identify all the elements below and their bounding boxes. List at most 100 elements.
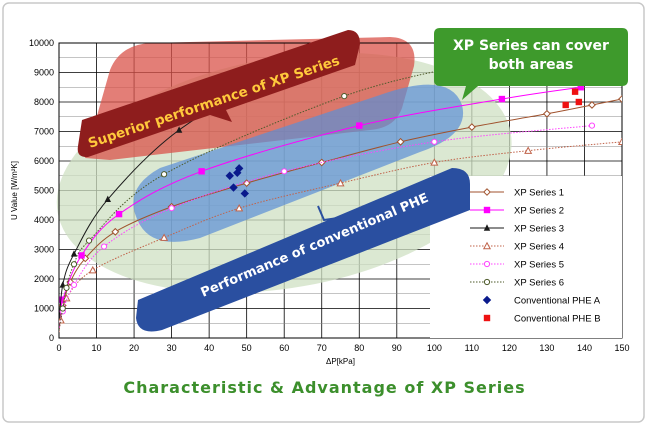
legend-marker bbox=[482, 295, 492, 305]
y-tick-label: 5000 bbox=[34, 186, 54, 196]
legend-marker bbox=[483, 224, 491, 231]
legend-marker bbox=[483, 278, 491, 286]
data-point bbox=[175, 126, 183, 133]
legend-marker bbox=[483, 206, 491, 214]
data-point bbox=[240, 189, 249, 198]
legend-label: XP Series 3 bbox=[514, 224, 564, 235]
x-axis-title: ΔP[kPa] bbox=[326, 357, 355, 366]
data-point bbox=[229, 183, 238, 192]
x-tick-label: 150 bbox=[614, 343, 629, 353]
legend-marker bbox=[483, 260, 491, 268]
legend-marker bbox=[483, 188, 491, 196]
y-tick-label: 1000 bbox=[34, 304, 54, 314]
data-point bbox=[571, 88, 579, 95]
x-tick-label: 20 bbox=[129, 343, 139, 353]
y-tick-label: 4000 bbox=[34, 215, 54, 225]
data-point bbox=[543, 109, 551, 118]
data-point bbox=[498, 95, 506, 103]
y-tick-label: 2000 bbox=[34, 274, 54, 284]
data-point bbox=[70, 281, 78, 288]
conventional-performance-band bbox=[133, 84, 464, 242]
data-point bbox=[63, 284, 70, 291]
legend-marker bbox=[482, 241, 492, 250]
x-tick-label: 10 bbox=[92, 343, 102, 353]
x-tick-label: 90 bbox=[392, 343, 402, 353]
y-tick-label: 9000 bbox=[34, 68, 54, 78]
data-point bbox=[235, 203, 244, 212]
tick-labels: 0100020003000400050006000700080009000100… bbox=[29, 38, 630, 353]
data-point bbox=[430, 158, 439, 166]
callout-superior-shape bbox=[77, 30, 360, 158]
y-tick-label: 0 bbox=[49, 333, 54, 343]
data-point bbox=[562, 101, 569, 109]
data-point bbox=[617, 137, 622, 146]
data-point bbox=[59, 296, 66, 303]
x-tick-label: 70 bbox=[317, 343, 327, 353]
legend-label: Conventional PHE B bbox=[514, 314, 601, 325]
data-point bbox=[575, 98, 583, 106]
y-tick-label: 8000 bbox=[34, 97, 54, 107]
data-point bbox=[198, 168, 205, 175]
data-point bbox=[168, 205, 175, 212]
data-point bbox=[160, 233, 169, 241]
data-point bbox=[160, 171, 168, 178]
legend-label: XP Series 4 bbox=[514, 242, 564, 253]
data-point bbox=[588, 101, 596, 109]
data-point bbox=[234, 164, 244, 173]
data-point bbox=[104, 195, 111, 203]
legend-label: XP Series 5 bbox=[514, 260, 564, 271]
x-tick-label: 50 bbox=[242, 343, 252, 353]
series-6 bbox=[59, 60, 475, 330]
x-tick-label: 130 bbox=[539, 343, 554, 353]
legend-label: Conventional PHE A bbox=[514, 296, 601, 307]
x-tick-label: 60 bbox=[279, 343, 289, 353]
callout-cover-text-line: both areas bbox=[489, 57, 574, 73]
data-point bbox=[88, 265, 97, 274]
data-point bbox=[115, 210, 123, 218]
figure-caption: Characteristic & Advantage of XP Series bbox=[123, 378, 526, 397]
data-point bbox=[78, 252, 85, 259]
data-point bbox=[85, 237, 93, 244]
data-point bbox=[225, 171, 234, 180]
data-point bbox=[70, 261, 78, 268]
data-point bbox=[111, 227, 120, 236]
series-7 bbox=[225, 164, 249, 198]
data-point bbox=[431, 138, 438, 145]
callout-cover: XP Series can cover both areas bbox=[434, 28, 628, 100]
x-tick-label: 140 bbox=[577, 343, 592, 353]
x-tick-label: 30 bbox=[167, 343, 177, 353]
data-point bbox=[356, 122, 363, 129]
data-point bbox=[341, 93, 348, 100]
legend-marker bbox=[483, 314, 491, 322]
x-tick-label: 110 bbox=[465, 343, 479, 353]
y-tick-label: 6000 bbox=[34, 156, 54, 166]
data-point bbox=[336, 178, 345, 187]
callout-cover-shape bbox=[434, 28, 628, 100]
data-point bbox=[618, 95, 622, 103]
callout-conventional-shape bbox=[136, 168, 470, 332]
x-tick-label: 120 bbox=[502, 343, 517, 353]
series-5 bbox=[59, 122, 596, 330]
data-point bbox=[242, 179, 251, 188]
legend-label: XP Series 2 bbox=[514, 206, 564, 217]
data-point bbox=[524, 146, 533, 154]
y-tick-label: 7000 bbox=[34, 127, 54, 137]
data-point bbox=[281, 168, 288, 175]
callout-cover-text-line: XP Series can cover bbox=[453, 38, 609, 54]
data-point bbox=[70, 250, 78, 257]
data-point bbox=[59, 316, 65, 324]
y-tick-label: 10000 bbox=[29, 38, 54, 48]
x-tick-label: 40 bbox=[204, 343, 214, 353]
data-point bbox=[59, 305, 66, 312]
data-point bbox=[467, 123, 476, 131]
x-tick-label: 100 bbox=[427, 343, 442, 353]
legend-label: XP Series 6 bbox=[514, 278, 564, 289]
legend-label: XP Series 1 bbox=[514, 188, 564, 199]
data-point bbox=[588, 122, 596, 129]
x-tick-label: 80 bbox=[354, 343, 364, 353]
data-point bbox=[62, 293, 71, 302]
data-point bbox=[396, 137, 405, 146]
series-8 bbox=[562, 88, 583, 109]
data-point bbox=[577, 84, 584, 91]
